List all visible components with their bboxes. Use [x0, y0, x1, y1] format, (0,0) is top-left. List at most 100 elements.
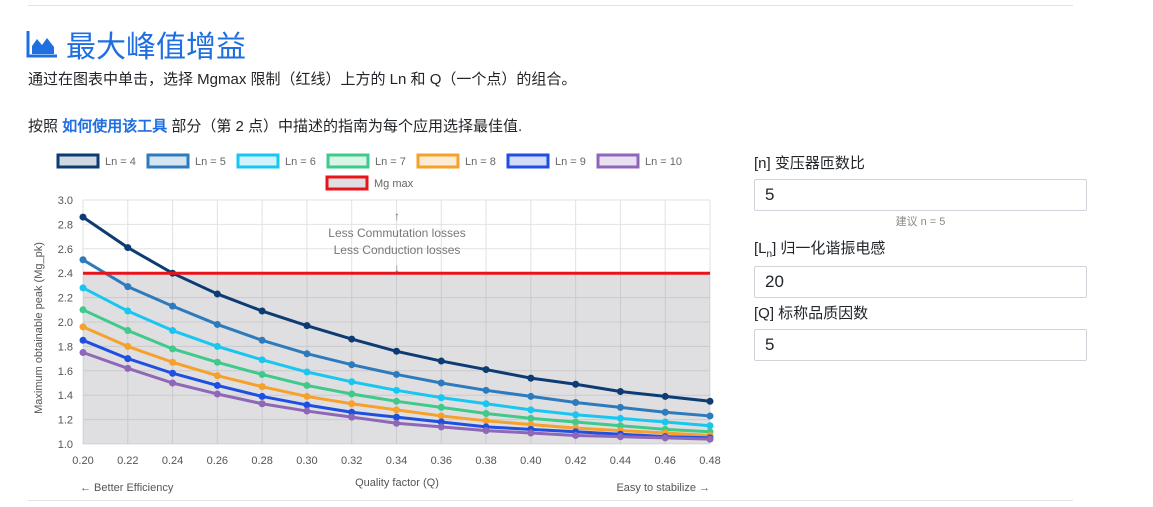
data-point[interactable] [258, 336, 266, 344]
data-point[interactable] [79, 336, 87, 344]
data-point[interactable] [572, 411, 580, 419]
data-point[interactable] [572, 418, 580, 426]
data-point[interactable] [527, 414, 535, 422]
data-point[interactable] [124, 307, 132, 315]
data-point[interactable] [348, 335, 356, 343]
data-point[interactable] [393, 397, 400, 405]
data-point[interactable] [393, 419, 400, 427]
data-point[interactable] [303, 381, 311, 389]
data-point[interactable] [393, 413, 400, 421]
data-point[interactable] [213, 381, 221, 389]
data-point[interactable] [661, 408, 669, 416]
data-point[interactable] [527, 392, 535, 400]
data-point[interactable] [79, 306, 87, 314]
data-point[interactable] [169, 379, 177, 387]
data-point[interactable] [616, 433, 624, 441]
data-point[interactable] [258, 400, 266, 408]
data-point[interactable] [213, 342, 221, 350]
data-point[interactable] [169, 358, 177, 366]
data-point[interactable] [393, 370, 400, 378]
data-point[interactable] [661, 434, 669, 442]
data-point[interactable] [348, 400, 356, 408]
quality-factor-input[interactable] [754, 329, 1087, 361]
data-point[interactable] [572, 399, 580, 407]
turns-ratio-input[interactable] [754, 179, 1087, 211]
data-point[interactable] [706, 422, 714, 430]
data-point[interactable] [258, 383, 266, 391]
data-point[interactable] [124, 364, 132, 372]
data-point[interactable] [616, 403, 624, 411]
data-point[interactable] [706, 397, 714, 405]
data-point[interactable] [169, 369, 177, 377]
data-point[interactable] [258, 392, 266, 400]
data-point[interactable] [661, 418, 669, 426]
data-point[interactable] [437, 423, 445, 431]
peak-gain-chart[interactable]: Ln = 4 Ln = 5 Ln = 6 Ln = 7 Ln = 8 Ln = 9 Ln =… [28, 148, 728, 498]
data-point[interactable] [616, 388, 624, 396]
data-point[interactable] [213, 290, 221, 298]
data-point[interactable] [79, 256, 87, 264]
data-point[interactable] [213, 372, 221, 380]
data-point[interactable] [79, 349, 87, 356]
data-point[interactable] [482, 386, 490, 394]
data-point[interactable] [348, 378, 356, 386]
data-point[interactable] [124, 327, 132, 335]
data-point[interactable] [303, 392, 311, 400]
data-point[interactable] [124, 342, 132, 350]
data-point[interactable] [303, 350, 311, 358]
data-point[interactable] [572, 431, 580, 439]
data-point[interactable] [482, 366, 490, 374]
data-point[interactable] [437, 357, 445, 365]
data-point[interactable] [124, 244, 132, 252]
data-point[interactable] [213, 358, 221, 366]
data-point[interactable] [437, 394, 445, 402]
data-point[interactable] [258, 370, 266, 378]
data-point[interactable] [169, 302, 177, 310]
data-point[interactable] [348, 413, 356, 421]
data-point[interactable] [661, 392, 669, 400]
data-point[interactable] [303, 407, 311, 415]
data-point[interactable] [169, 345, 177, 353]
data-point[interactable] [616, 414, 624, 422]
data-point[interactable] [437, 403, 445, 411]
data-point[interactable] [437, 418, 445, 426]
data-point[interactable] [527, 420, 535, 428]
data-point[interactable] [79, 323, 87, 331]
data-point[interactable] [303, 368, 311, 376]
data-point[interactable] [706, 435, 714, 443]
data-point[interactable] [437, 379, 445, 387]
data-point[interactable] [706, 412, 714, 420]
how-to-use-link[interactable]: 如何使用该工具 [62, 118, 168, 135]
data-point[interactable] [124, 355, 132, 363]
data-point[interactable] [79, 284, 87, 292]
data-point[interactable] [79, 213, 87, 221]
data-point[interactable] [527, 374, 535, 382]
data-point[interactable] [572, 380, 580, 388]
data-point[interactable] [616, 422, 624, 430]
data-point[interactable] [393, 347, 400, 355]
legend-label-ln-8: Ln = 8 [465, 156, 496, 168]
chart-series[interactable] [79, 213, 714, 443]
data-point[interactable] [482, 427, 490, 435]
data-point[interactable] [303, 322, 311, 330]
data-point[interactable] [393, 406, 400, 414]
data-point[interactable] [482, 410, 490, 417]
data-point[interactable] [393, 386, 400, 394]
data-point[interactable] [482, 400, 490, 408]
data-point[interactable] [348, 408, 356, 416]
x-tick-label-2: 0.24 [162, 455, 183, 467]
data-point[interactable] [303, 401, 311, 409]
data-point[interactable] [258, 307, 266, 315]
data-point[interactable] [348, 361, 356, 369]
data-point[interactable] [527, 429, 535, 437]
data-point[interactable] [258, 356, 266, 364]
data-point[interactable] [124, 283, 132, 291]
data-point[interactable] [213, 390, 221, 398]
inductance-input[interactable] [754, 266, 1087, 298]
data-point[interactable] [169, 327, 177, 335]
data-point[interactable] [213, 320, 221, 328]
data-point[interactable] [437, 412, 445, 420]
data-point[interactable] [527, 406, 535, 414]
data-point[interactable] [348, 390, 356, 398]
data-point[interactable] [482, 417, 490, 425]
